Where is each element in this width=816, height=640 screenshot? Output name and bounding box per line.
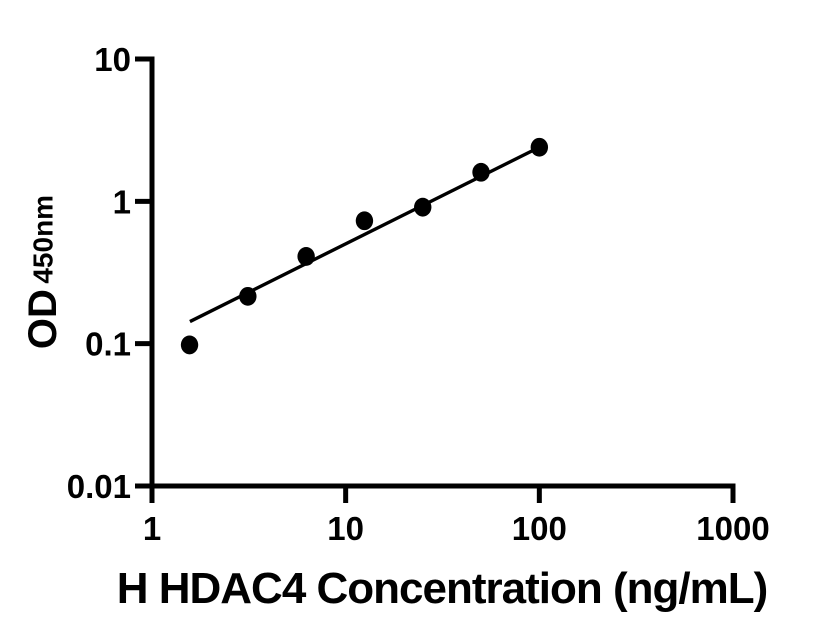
axis-tick-labels: 0.01 0.1 1 10 1 10 100 1000 (67, 41, 770, 547)
x-axis-title: H HDAC4 Concentration (ng/mL) (117, 564, 768, 613)
data-point (414, 197, 432, 217)
data-point (297, 247, 315, 266)
x-tick-label: 100 (512, 510, 567, 547)
axes (149, 56, 736, 489)
y-axis-title-main: OD (21, 289, 65, 349)
y-tick-label: 0.01 (67, 468, 131, 505)
x-tick-label: 1 (143, 510, 161, 547)
x-tick-label: 1000 (696, 510, 769, 547)
y-tick-label: 0.1 (85, 326, 131, 363)
data-point (180, 335, 199, 355)
y-tick-label: 10 (94, 41, 131, 78)
data-point (472, 162, 490, 182)
axis-ticks (135, 56, 736, 503)
axis-spine (149, 56, 736, 489)
x-tick-label: 10 (327, 510, 364, 547)
data-point (530, 137, 549, 157)
data-point (239, 286, 257, 306)
y-tick-label: 1 (113, 183, 131, 220)
y-axis-title-subscript: 450nm (28, 195, 59, 284)
data-point (355, 211, 374, 231)
data-series (180, 137, 549, 355)
y-axis-title: OD 450nm (21, 195, 65, 349)
